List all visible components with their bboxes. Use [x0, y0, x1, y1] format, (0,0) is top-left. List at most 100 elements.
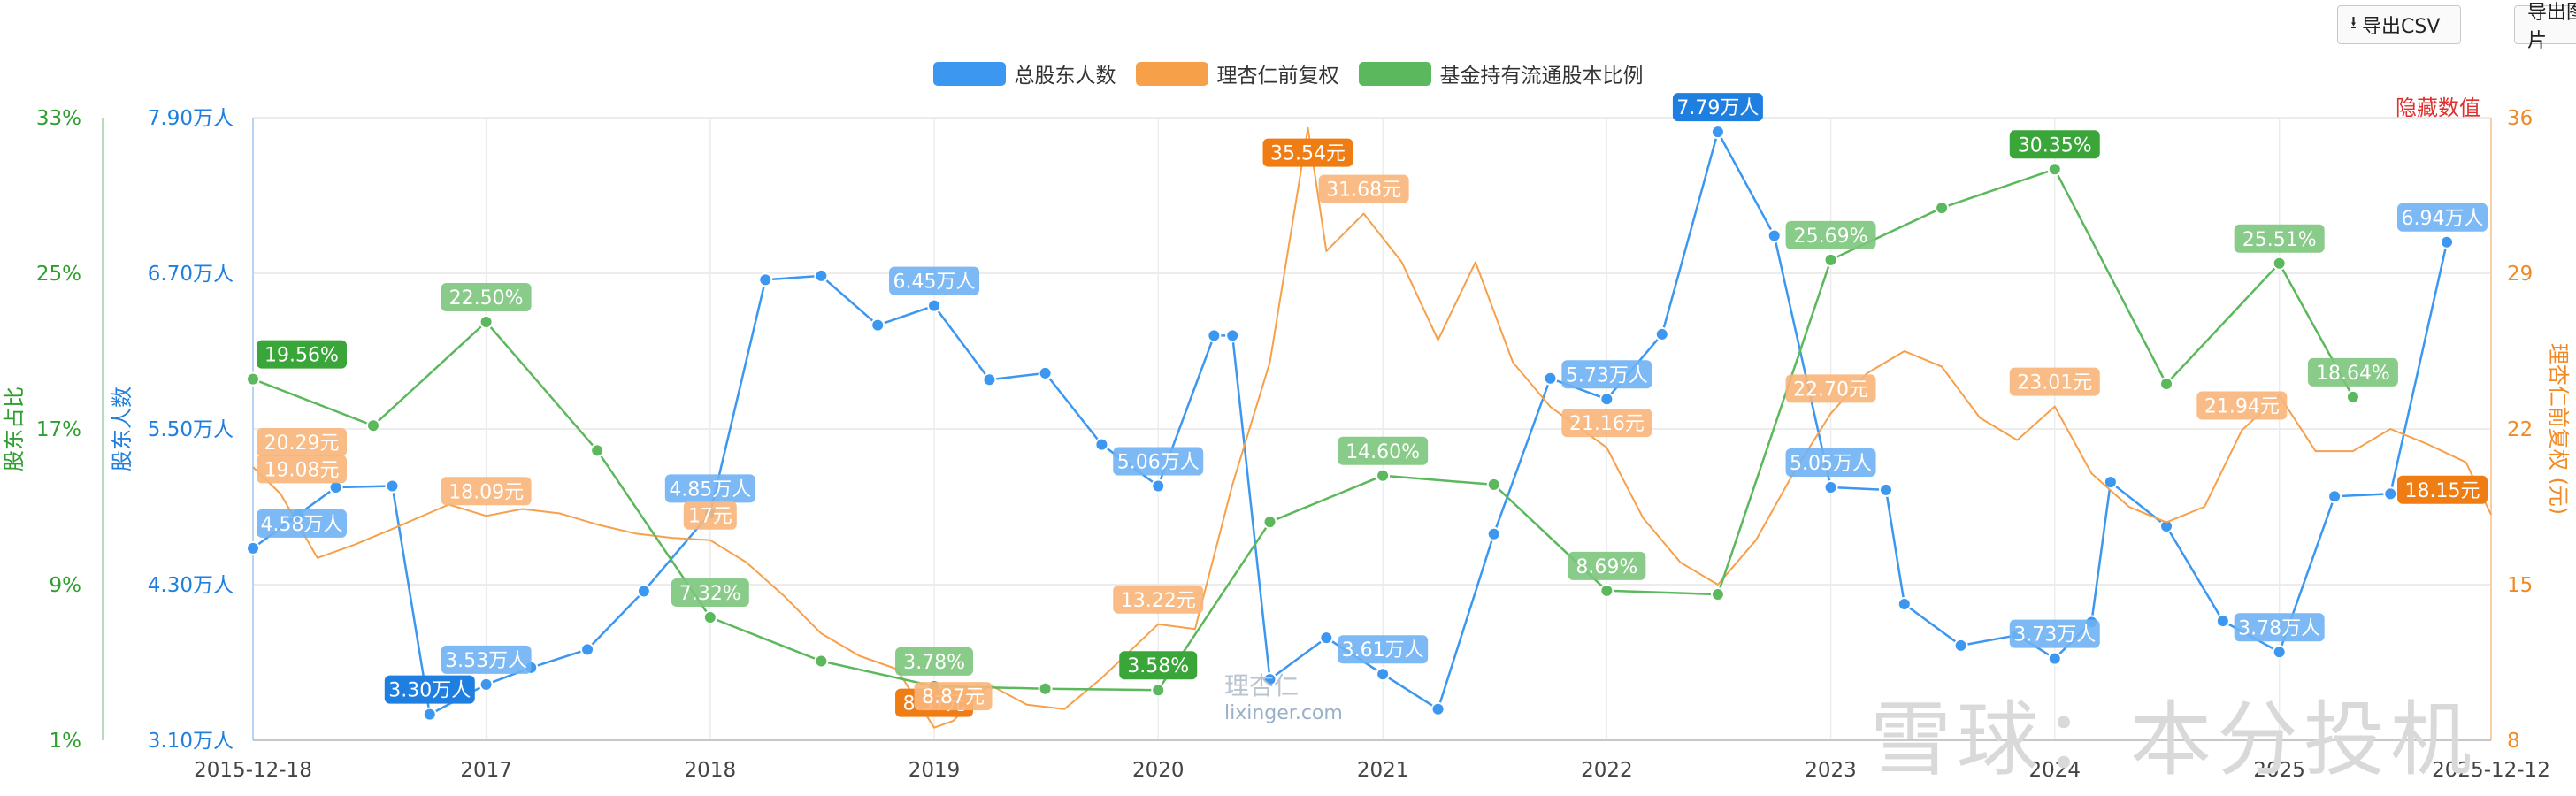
left-outer-tick-label: 25% [36, 263, 81, 286]
hide-values-toggle[interactable]: 隐藏数值 [2396, 96, 2480, 120]
data-point [1430, 701, 1445, 716]
right-tick-label: 29 [2507, 263, 2533, 286]
data-point [2215, 614, 2230, 629]
right-tick-label: 8 [2507, 730, 2520, 753]
export-csv-label: 导出CSV [2362, 16, 2441, 38]
data-point [1319, 631, 1334, 646]
data-point [2383, 486, 2398, 501]
data-point [1897, 597, 1912, 611]
data-label-badge [2009, 130, 2100, 159]
x-tick-label: 2024 [2028, 759, 2081, 782]
data-point [1878, 482, 1893, 497]
right-axis-title: 理杏仁前复权 (元) [2546, 343, 2571, 515]
data-point [1038, 365, 1053, 380]
data-point [422, 707, 437, 722]
data-label-text: 21.94元 [2204, 396, 2280, 418]
data-label-badge [1262, 138, 1353, 167]
data-label-text: 3.30万人 [388, 680, 471, 702]
data-label-text: 3.53万人 [445, 650, 527, 672]
data-label-badge [384, 675, 475, 704]
data-label-badge [257, 427, 347, 456]
left-outer-tick-label: 9% [50, 574, 82, 597]
legend-item-fund-ratio[interactable]: 基金持有流通股本比例 [1358, 58, 1644, 88]
data-label-text: 3.78% [903, 652, 965, 674]
data-point [590, 443, 605, 458]
data-point [1543, 371, 1558, 386]
left-inner-tick-label: 7.90万人 [148, 107, 234, 130]
data-label-badge [1785, 448, 1876, 477]
data-point [1767, 228, 1782, 243]
data-point [758, 272, 773, 287]
data-point [2159, 519, 2174, 533]
legend-item-price[interactable]: 理杏仁前复权 [1135, 58, 1339, 88]
data-label-text: 6.45万人 [893, 272, 976, 294]
data-label-text: 5.05万人 [1790, 453, 1872, 475]
axis-tick-labels: 33% 25% 17% 9% 1% 7.90万人 6.70万人 5.50万人 4.30万人 3.1… [36, 107, 2550, 782]
legend-label: 理杏仁前复权 [1216, 65, 1339, 88]
data-point [1486, 526, 1501, 541]
legend-swatch [932, 61, 1006, 86]
data-label-text: 31.68元 [1326, 180, 1401, 202]
data-label-text: 14.60% [1346, 441, 1420, 463]
left-inner-axis-title: 股东人数 [110, 387, 134, 471]
left-outer-axis-title: 股东占比 [2, 387, 27, 471]
data-point [636, 584, 651, 599]
watermark-logo-text: 理杏仁 [1224, 671, 1300, 700]
series-2 [246, 162, 2360, 698]
x-tick-label: 2021 [1357, 759, 1409, 782]
series-line [252, 130, 2449, 716]
left-outer-tick-label: 1% [50, 730, 82, 753]
data-point [927, 298, 942, 313]
data-point [814, 654, 829, 669]
data-label-badge [683, 501, 737, 530]
data-label-badge [2009, 619, 2100, 648]
data-label-badge [1318, 174, 1409, 203]
data-label-text: 21.16元 [1569, 413, 1644, 435]
data-point [2440, 234, 2455, 249]
data-label-text: 30.35% [2018, 134, 2092, 157]
data-point [1599, 583, 1614, 598]
data-label-text: 23.01元 [2017, 372, 2092, 394]
data-label-text: 22.70元 [1793, 379, 1868, 401]
left-inner-tick-label: 6.70万人 [148, 263, 234, 286]
data-label-badge [441, 283, 532, 311]
legend-item-shareholders[interactable]: 总股东人数 [932, 58, 1116, 88]
data-label-badge [664, 474, 755, 503]
data-point [2047, 651, 2062, 666]
data-point [365, 418, 380, 433]
series-line [252, 168, 2354, 692]
data-point [982, 372, 997, 387]
data-point [1262, 515, 1277, 530]
data-point [1823, 480, 1838, 494]
legend-label: 总股东人数 [1014, 65, 1116, 88]
legend-swatch [1135, 61, 1208, 86]
legend-swatch [1358, 61, 1431, 86]
data-label-text: 22.50% [449, 287, 524, 310]
data-label-text: 3.61万人 [1342, 639, 1424, 662]
left-outer-tick-label: 17% [36, 418, 81, 441]
x-tick-label: 2018 [685, 759, 737, 782]
legend-label: 基金持有流通股本比例 [1439, 65, 1644, 88]
data-label-text: 3.73万人 [2013, 624, 2096, 647]
data-point [2047, 162, 2062, 177]
data-point [1376, 468, 1391, 483]
left-inner-tick-label: 3.10万人 [148, 730, 234, 753]
data-label-badge [2397, 203, 2488, 232]
export-image-button[interactable]: 导出图片 [2514, 2, 2576, 52]
data-label-text: 4.58万人 [261, 514, 343, 536]
data-label-badge [1561, 409, 1652, 438]
data-point [1654, 326, 1669, 341]
x-tick-label: 2025-12-12 [2432, 759, 2550, 782]
data-point [870, 318, 886, 333]
export-csv-button[interactable]: ⭳ 导出CSV [2337, 5, 2461, 44]
xueqiu-watermark: 雪球：本分投机 [1870, 693, 2478, 787]
data-point [1038, 681, 1053, 696]
data-point [2345, 389, 2360, 404]
data-label-badge [2234, 224, 2325, 253]
data-labels-2: 19.56% 22.50% 7.32% 3.78% 3.58% 14.60% 8.69% 25… [257, 130, 2398, 680]
data-label-text: 8.69% [1576, 556, 1637, 578]
data-point [1225, 328, 1240, 343]
data-label-badge [895, 647, 974, 676]
left-inner-tick-label: 5.50万人 [148, 418, 234, 441]
